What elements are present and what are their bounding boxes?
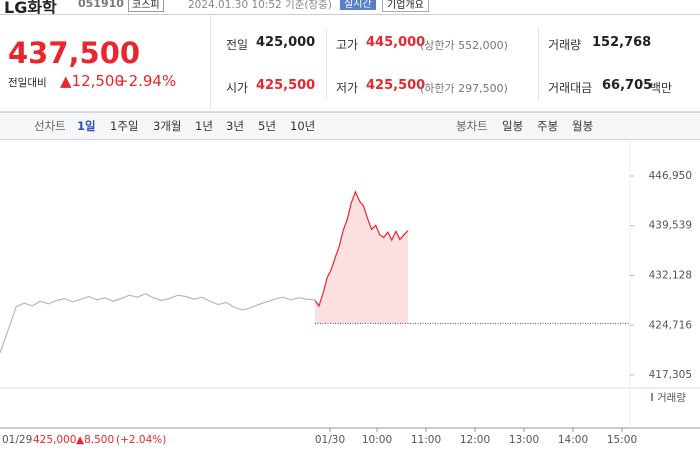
- tab[interactable]: 주봉: [537, 119, 559, 133]
- price-panel: [0, 14, 700, 112]
- x-tick-label: 12:00: [460, 434, 490, 446]
- divider: [210, 15, 211, 110]
- stock-code: 051910: [78, 0, 124, 10]
- current-price: 437,500: [8, 36, 141, 70]
- stat-value: 425,500: [366, 78, 426, 93]
- time: 2024.01.30 10:52 기준(장중): [188, 0, 332, 11]
- tab[interactable]: 10년: [290, 119, 316, 133]
- area: [315, 191, 408, 324]
- stat-value: 425,500: [256, 78, 316, 93]
- stat-label: 전일: [226, 38, 249, 52]
- stat-label: 고가: [336, 38, 359, 52]
- divider: [538, 28, 539, 100]
- y-tick-label: 424,716: [649, 319, 693, 331]
- x-tick-label: 15:00: [607, 434, 637, 446]
- stat-label: 저가: [336, 81, 359, 95]
- change-label: 전일대비: [8, 77, 47, 89]
- x-tick-label: 10:00: [362, 434, 392, 446]
- y-tick-label: 417,305: [649, 369, 692, 381]
- stock-name: LG화학: [4, 0, 57, 17]
- divider: [326, 28, 327, 100]
- prev-change: ▲8,500: [76, 434, 114, 446]
- stat-label: 거래대금: [548, 81, 593, 95]
- tab-label: 봉차트: [456, 119, 488, 133]
- x-tick-label: 13:00: [509, 434, 539, 446]
- tab[interactable]: 1주일: [110, 119, 139, 133]
- y-tick-label: 432,128: [649, 269, 692, 281]
- prev-pct: (+2.04%): [116, 434, 166, 446]
- x-tick-label: 11:00: [411, 434, 441, 446]
- stat-unit: 백만: [650, 81, 673, 95]
- stat-note: (하한가 297,500): [420, 82, 508, 95]
- x-tick-label: 01/30: [315, 434, 345, 446]
- tab-label: 선차트: [34, 119, 66, 133]
- tab[interactable]: 일봉: [502, 119, 524, 133]
- company[interactable]: 기업개요: [382, 0, 429, 12]
- market-badge: 코스피: [128, 0, 164, 12]
- stat-label: 거래량: [548, 38, 582, 52]
- tab-bar: [0, 112, 700, 140]
- price-line: [314, 190, 409, 308]
- stat-value: 66,705: [602, 78, 653, 93]
- change: ▲12,500: [60, 72, 125, 90]
- stat-label: 시가: [226, 81, 249, 95]
- stat-value: 425,000: [256, 35, 316, 50]
- tab[interactable]: 3개월: [153, 119, 182, 133]
- stat-value: 445,000: [366, 35, 426, 50]
- tab[interactable]: 1년: [195, 119, 213, 133]
- tab[interactable]: 3년: [226, 119, 244, 133]
- prev-close: 425,000: [33, 434, 76, 446]
- tab[interactable]: 월봉: [572, 119, 594, 133]
- price-line: [0, 293, 316, 354]
- stat-value: 152,768: [592, 35, 652, 50]
- x-tick-label: 14:00: [558, 434, 588, 446]
- tab[interactable]: 5년: [258, 119, 276, 133]
- tab[interactable]: 1일: [77, 119, 96, 133]
- volume-label: 거래량: [657, 392, 686, 404]
- y-tick-label: 439,539: [649, 220, 692, 232]
- y-tick-label: 446,950: [649, 170, 692, 182]
- change-pct: +2.94%: [116, 72, 177, 90]
- volume-legend-swatch: [651, 393, 653, 401]
- stat-note: (상한가 552,000): [420, 39, 508, 52]
- prev-date: 01/29: [2, 434, 32, 446]
- realtime[interactable]: 실시간: [340, 0, 376, 10]
